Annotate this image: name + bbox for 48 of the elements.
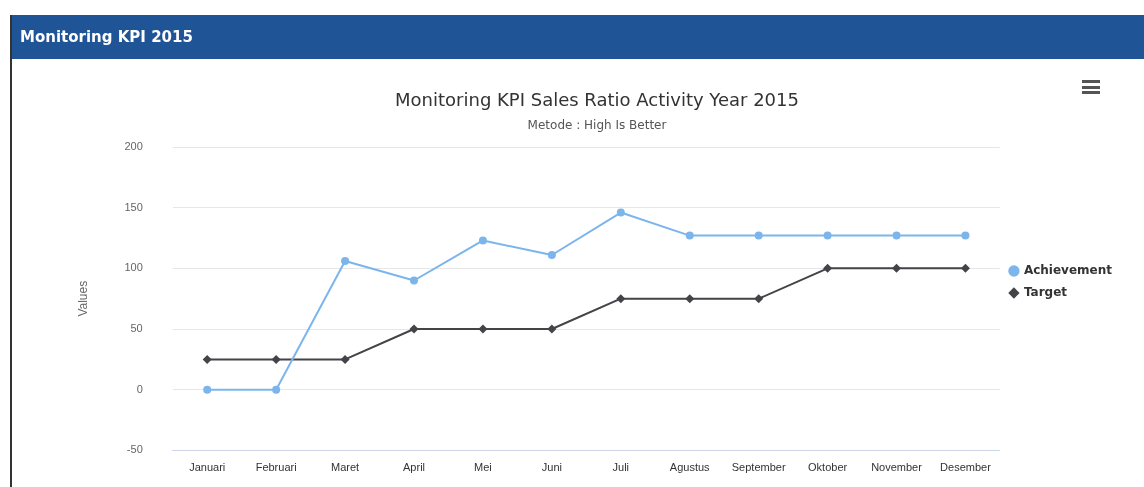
y-tick-label: 150	[124, 200, 143, 213]
point	[410, 276, 419, 285]
point	[340, 354, 350, 364]
y-tick-label: 50	[130, 322, 143, 335]
point	[823, 231, 832, 240]
point	[478, 324, 488, 334]
point	[685, 231, 694, 240]
x-tick-label: Februari	[255, 461, 297, 474]
legend-label: Target	[1023, 285, 1068, 300]
x-tick-label: April	[403, 461, 426, 474]
x-tick-label: Juni	[541, 461, 562, 474]
point	[409, 324, 419, 334]
x-tick-label: Agustus	[669, 461, 711, 474]
x-tick-label: Mei	[474, 461, 492, 474]
x-tick-label: Juli	[612, 461, 630, 474]
point	[960, 263, 970, 273]
point	[823, 263, 833, 273]
legend-label: Achievement	[1023, 263, 1113, 278]
x-tick-label: November	[871, 461, 923, 474]
point	[202, 354, 212, 364]
point	[547, 324, 557, 334]
point	[892, 231, 901, 240]
x-tick-label: September	[731, 461, 786, 474]
point	[754, 294, 764, 304]
chart-subtitle: Metode : High Is Better	[527, 117, 667, 132]
point	[203, 385, 212, 394]
point	[616, 294, 626, 304]
point	[478, 236, 487, 245]
point	[341, 257, 350, 266]
point	[754, 231, 763, 240]
y-tick-label: 200	[124, 140, 143, 153]
y-tick-label: 100	[124, 261, 143, 274]
x-tick-label: Januari	[189, 461, 226, 474]
x-tick-label: Oktober	[808, 461, 848, 474]
point	[272, 385, 281, 394]
point	[685, 294, 695, 304]
x-tick-label: Desember	[940, 461, 992, 474]
y-axis-title: Values	[75, 280, 90, 317]
text: Monitoring KPI 2015	[12, 15, 1144, 59]
y-tick-label: -50	[126, 443, 143, 456]
chart-title: Monitoring KPI Sales Ratio Activity Year 2015	[395, 89, 799, 111]
point	[961, 231, 970, 240]
point	[892, 263, 902, 273]
point	[616, 208, 625, 217]
point	[547, 251, 556, 260]
x-tick-label: Maret	[331, 461, 360, 474]
point	[271, 354, 281, 364]
y-tick-label: 0	[136, 382, 143, 395]
